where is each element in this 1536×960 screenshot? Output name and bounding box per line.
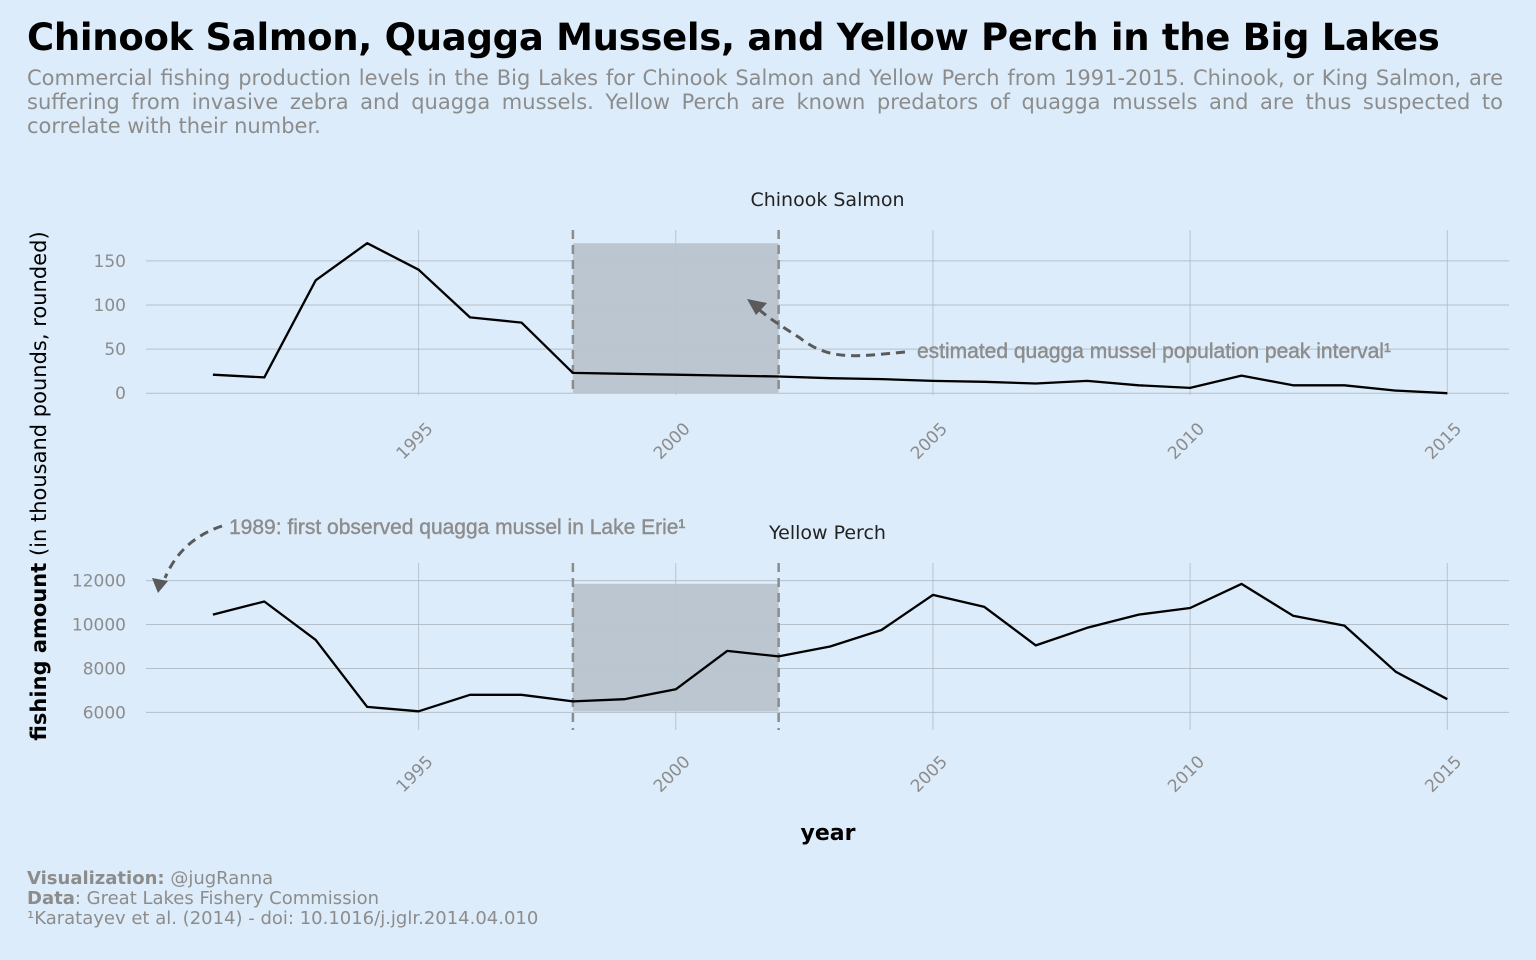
y-axis-title: fishing amount (in thousand pounds, roun… — [27, 231, 51, 740]
x-tick-label: 1995 — [393, 419, 438, 464]
annotation-arrowhead — [152, 578, 168, 593]
x-tick-label: 2005 — [907, 419, 952, 464]
x-tick-label: 2000 — [650, 752, 695, 797]
highlight-interval-rect — [572, 583, 779, 712]
x-tick-label: 1995 — [393, 752, 438, 797]
annotation-peak-interval: estimated quagga mussel population peak … — [747, 299, 1391, 363]
x-tick-label: 2005 — [907, 752, 952, 797]
annotation-arrow — [753, 304, 906, 358]
caption-data-value: : Great Lakes Fishery Commission — [74, 888, 379, 909]
annotation-arrow — [163, 524, 223, 579]
y-tick-label: 50 — [104, 340, 126, 360]
annotation-first-observed: 1989: first observed quagga mussel in La… — [152, 516, 686, 593]
y-tick-label: 100 — [94, 296, 126, 316]
annotation-arrowhead — [747, 299, 767, 315]
y-tick-label: 0 — [115, 384, 126, 404]
caption-visualization-value: @jugRanna — [170, 868, 274, 889]
y-axis-title-rest: (in thousand pounds, rounded) — [27, 231, 51, 562]
caption-data-label: Data — [27, 888, 75, 909]
y-tick-label: 8000 — [83, 659, 126, 679]
chart-subtitle: Commercial fishing production levels in … — [27, 66, 1503, 138]
caption-data-line: Data: Great Lakes Fishery Commission — [27, 889, 538, 909]
y-tick-label: 6000 — [83, 703, 126, 723]
annotation-text: 1989: first observed quagga mussel in La… — [229, 516, 685, 539]
highlight-interval-rect — [572, 243, 779, 394]
caption-visualization-line: Visualization: @jugRanna — [27, 869, 538, 889]
y-tick-label: 150 — [94, 252, 126, 272]
series-line — [212, 242, 1448, 395]
chart-title: Chinook Salmon, Quagga Mussels, and Yell… — [27, 16, 1440, 59]
x-tick-label: 2000 — [650, 419, 695, 464]
series-line — [212, 582, 1448, 713]
x-tick-label: 2015 — [1421, 419, 1466, 464]
panel-yellow-perch: Yellow Perch 6000 8000 10000 12000 1995 2000 20… — [72, 522, 1509, 797]
x-tick-label: 2010 — [1164, 752, 1209, 797]
caption-reference: ¹Karatayev et al. (2014) - doi: 10.1016/… — [27, 908, 539, 929]
panel-chinook-salmon: Chinook Salmon 0 50 100 150 1995 2000 2005 2010 2… — [94, 189, 1509, 464]
y-tick-label: 12000 — [72, 572, 126, 592]
chart-caption: Visualization: @jugRanna Data: Great Lak… — [27, 869, 538, 929]
caption-visualization-label: Visualization: — [27, 868, 165, 889]
y-tick-label: 10000 — [72, 616, 126, 636]
y-axis-title-bold: fishing amount — [27, 563, 51, 741]
annotation-text: estimated quagga mussel population peak … — [917, 340, 1391, 363]
panel-title: Yellow Perch — [768, 522, 886, 544]
x-axis-title: year — [801, 821, 856, 846]
panel-title: Chinook Salmon — [750, 189, 904, 211]
x-tick-label: 2015 — [1421, 752, 1466, 797]
x-tick-label: 2010 — [1164, 419, 1209, 464]
